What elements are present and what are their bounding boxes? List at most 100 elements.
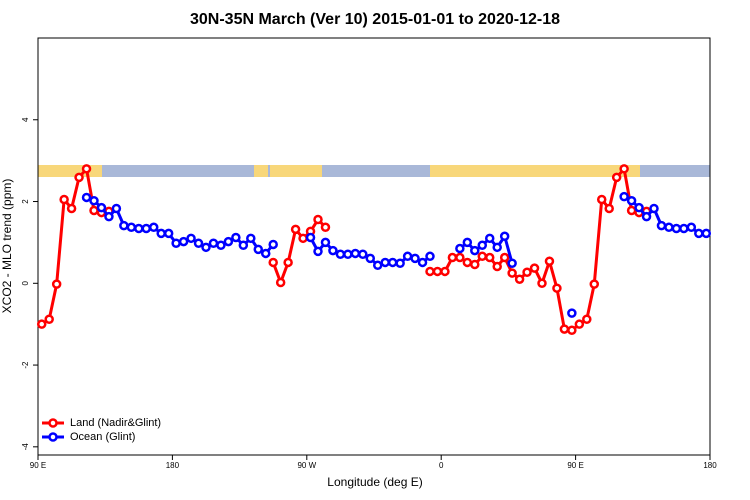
point <box>96 202 107 213</box>
point <box>499 231 510 242</box>
point <box>619 164 629 174</box>
point <box>44 314 54 325</box>
point <box>313 214 323 225</box>
point <box>499 252 510 263</box>
point <box>425 266 435 277</box>
point <box>350 248 361 259</box>
point <box>372 260 383 271</box>
point <box>402 251 413 262</box>
point <box>343 249 353 260</box>
point <box>641 211 652 222</box>
point <box>567 325 577 336</box>
point <box>492 242 502 253</box>
point <box>470 245 480 256</box>
point <box>529 263 540 273</box>
point <box>671 223 682 234</box>
x-axis-label: Longitude (deg E) <box>327 475 422 489</box>
point <box>51 279 62 289</box>
point <box>178 236 189 247</box>
point <box>283 257 293 268</box>
point <box>387 257 398 268</box>
x-tick-label: 90 E <box>30 461 46 470</box>
point <box>626 205 637 216</box>
point <box>238 240 249 251</box>
point <box>611 172 622 183</box>
point <box>559 324 570 334</box>
point <box>298 233 308 244</box>
point <box>186 233 196 244</box>
point <box>59 194 69 205</box>
point <box>290 224 301 235</box>
point <box>567 308 577 318</box>
point <box>328 245 338 256</box>
point <box>410 253 420 264</box>
point <box>380 257 390 268</box>
point <box>477 240 488 251</box>
point <box>447 252 458 263</box>
point <box>701 228 712 239</box>
point <box>507 268 517 278</box>
land-ocean-strip <box>38 165 710 177</box>
point <box>649 203 659 214</box>
y-tick-label: -2 <box>21 361 30 369</box>
point <box>208 238 219 248</box>
point <box>305 232 316 243</box>
point <box>417 257 428 268</box>
point <box>201 242 211 253</box>
point <box>365 253 376 264</box>
x-tick-label: 90 W <box>297 461 316 470</box>
point <box>664 222 674 233</box>
point <box>484 233 495 244</box>
chart-title: 30N-35N March (Ver 10) 2015-01-01 to 202… <box>190 11 560 28</box>
point <box>253 244 264 255</box>
point <box>596 194 607 205</box>
point <box>141 223 152 234</box>
point <box>589 279 600 289</box>
point <box>470 259 480 270</box>
point <box>462 237 473 248</box>
point <box>119 220 129 231</box>
point <box>455 252 465 263</box>
point <box>425 251 435 262</box>
point <box>462 257 473 268</box>
point <box>320 222 331 233</box>
point <box>656 220 667 231</box>
point <box>484 252 495 263</box>
point <box>36 319 47 329</box>
x-tick-label: 0 <box>439 461 444 470</box>
y-tick-label: 2 <box>21 199 30 204</box>
x-tick-label: 180 <box>703 461 717 470</box>
point <box>231 232 241 243</box>
point <box>395 258 405 269</box>
point <box>358 249 368 260</box>
y-axis-label: XCO2 - MLO trend (ppm) <box>0 179 14 314</box>
x-tick-label: 90 E <box>567 461 583 470</box>
plot-frame <box>37 37 711 456</box>
point <box>260 248 271 259</box>
point <box>544 256 555 266</box>
point <box>477 251 488 262</box>
point <box>148 222 159 233</box>
point <box>81 192 92 203</box>
point <box>619 191 629 202</box>
point <box>440 266 450 277</box>
point <box>66 203 77 214</box>
point <box>514 274 525 284</box>
point <box>171 238 181 248</box>
point <box>582 314 592 325</box>
point <box>574 319 585 329</box>
legend-marker <box>48 418 58 428</box>
point <box>335 249 346 260</box>
y-tick-label: 4 <box>21 117 30 122</box>
point <box>193 238 204 248</box>
series-line <box>40 165 647 332</box>
point <box>679 223 689 234</box>
point <box>455 243 465 254</box>
point <box>163 228 174 239</box>
point <box>537 278 547 289</box>
legend-label: Ocean (Glint) <box>70 431 135 443</box>
point <box>313 246 323 257</box>
point <box>156 228 166 239</box>
point <box>320 237 331 248</box>
